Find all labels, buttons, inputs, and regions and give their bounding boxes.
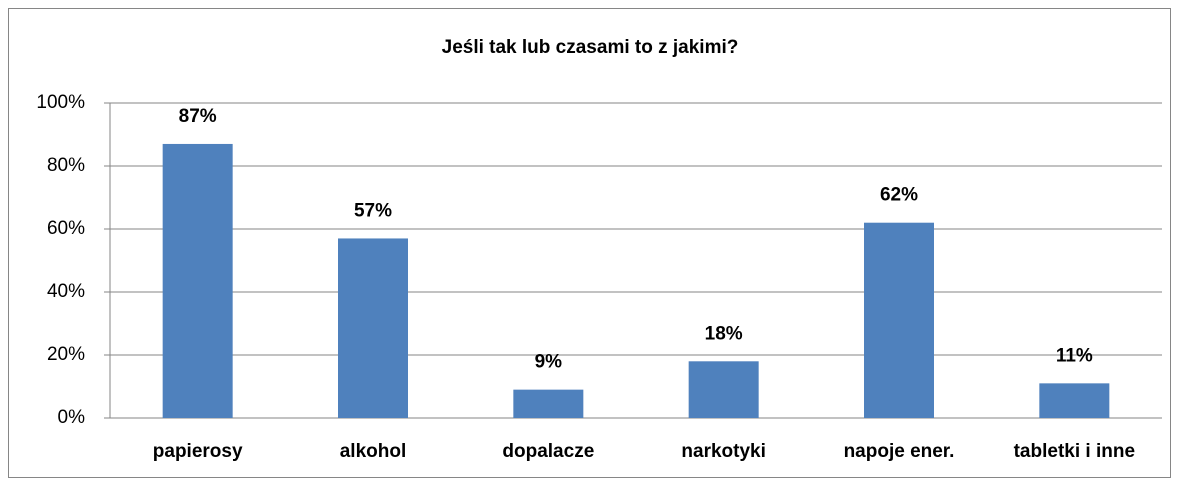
bar [688,361,759,418]
x-tick-label: dopalacze [502,441,594,462]
x-tick-label: narkotyki [681,441,765,462]
x-tick-label: alkohol [340,441,407,462]
data-label: 62% [880,185,918,206]
bar [338,238,408,418]
y-tick-label: 60% [47,218,85,239]
x-tick-label: napoje ener. [844,441,955,462]
y-tick-label: 20% [47,344,85,365]
bar [1039,383,1110,418]
chart-title: Jeśli tak lub czasami to z jakimi? [442,37,739,58]
y-tick-label: 80% [47,155,85,176]
data-label: 18% [705,323,743,344]
x-tick-label: tabletki i inne [1014,441,1135,462]
bar [162,143,233,418]
bar [513,389,584,418]
y-tick-label: 100% [36,92,85,113]
bar [864,222,934,418]
data-label: 11% [1056,345,1093,366]
data-label: 87% [179,106,217,127]
data-label: 9% [535,352,563,373]
y-tick-label: 0% [58,407,86,428]
y-tick-label: 40% [47,281,85,302]
data-label: 57% [354,200,392,221]
x-tick-label: papierosy [153,441,243,462]
